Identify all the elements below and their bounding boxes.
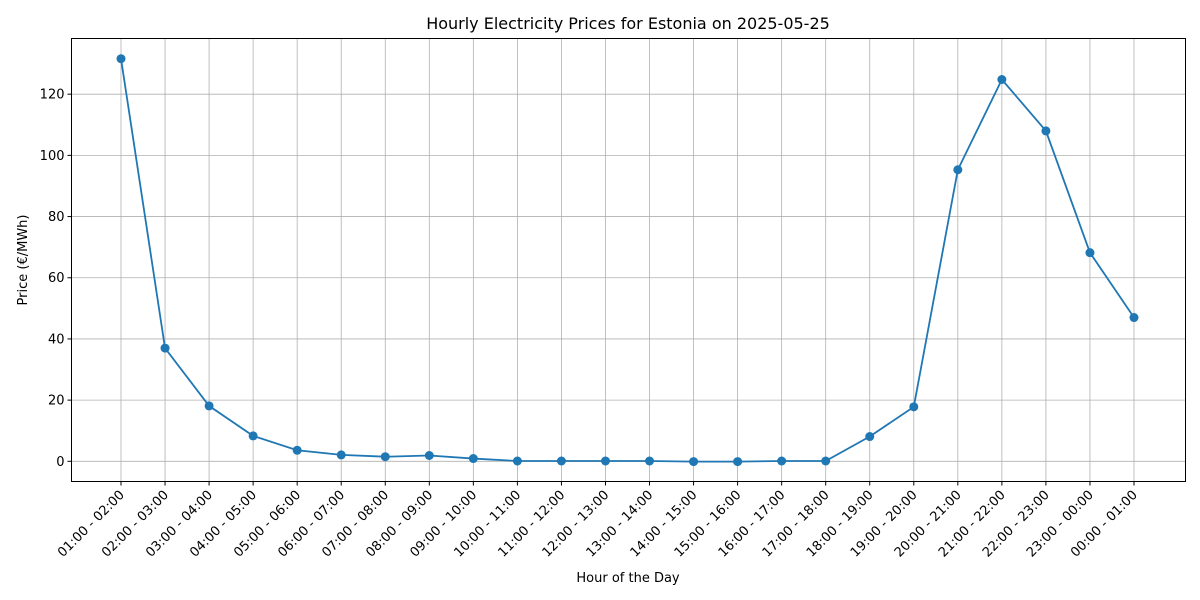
data-point <box>380 452 390 462</box>
y-tick-label: 80 <box>48 210 65 225</box>
series-layer <box>116 54 1139 467</box>
data-point <box>116 54 126 64</box>
data-point <box>468 454 478 464</box>
data-point <box>865 432 875 442</box>
data-point <box>424 450 434 460</box>
chart-title: Hourly Electricity Prices for Estonia on… <box>426 14 830 33</box>
data-point <box>1129 313 1139 323</box>
data-point <box>645 456 655 466</box>
data-point <box>512 456 522 466</box>
data-point <box>689 457 699 467</box>
plot-frame <box>71 38 1186 482</box>
data-point <box>336 450 346 460</box>
data-point <box>777 456 787 466</box>
x-axis-label: Hour of the Day <box>576 571 680 586</box>
data-point <box>733 457 743 467</box>
data-point <box>1041 126 1051 136</box>
grid-lines <box>71 38 1186 482</box>
data-point <box>909 402 919 412</box>
data-point <box>556 456 566 466</box>
data-point <box>248 431 258 441</box>
y-axis-label: Price (€/MWh) <box>16 215 31 306</box>
series-line <box>120 58 1135 463</box>
data-point <box>204 401 214 411</box>
data-point <box>160 343 170 353</box>
y-axis: 0 20 40 60 80 100 120 <box>40 88 72 470</box>
y-tick-label: 0 <box>56 455 64 470</box>
y-tick-label: 40 <box>48 332 65 347</box>
y-tick-label: 120 <box>40 88 65 103</box>
y-tick-label: 100 <box>40 149 65 164</box>
y-tick-label: 20 <box>48 394 65 409</box>
y-tick-label: 60 <box>48 271 65 286</box>
data-point <box>1085 248 1095 258</box>
data-point <box>953 165 963 175</box>
data-point <box>292 445 302 455</box>
data-point <box>997 74 1007 84</box>
data-point <box>821 456 831 466</box>
data-point <box>600 456 610 466</box>
